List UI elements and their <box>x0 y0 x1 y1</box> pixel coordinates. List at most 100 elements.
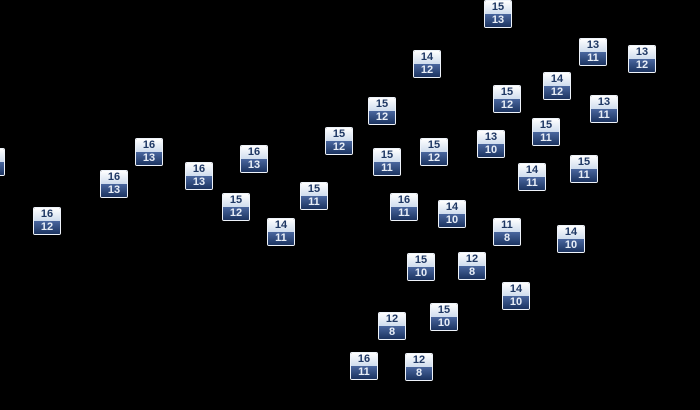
temperature-marker[interactable]: 15 11 <box>300 182 328 210</box>
low-temp-label: 11 <box>580 52 606 65</box>
low-temp-label: 13 <box>485 14 511 27</box>
temperature-marker[interactable]: 15 11 <box>570 155 598 183</box>
temperature-marker[interactable]: 13 12 <box>628 45 656 73</box>
high-temp-label: 16 <box>101 171 127 184</box>
low-temp-label: 11 <box>268 232 294 245</box>
temperature-marker[interactable]: 14 11 <box>518 163 546 191</box>
low-temp-label: 12 <box>326 141 352 154</box>
high-temp-label: 15 <box>374 149 400 162</box>
low-temp-label: 10 <box>439 214 465 227</box>
low-temp-label: 11 <box>374 162 400 175</box>
high-temp-label: 12 <box>379 313 405 326</box>
high-temp-label: 15 <box>421 139 447 152</box>
high-temp-label: 15 <box>301 183 327 196</box>
temperature-marker[interactable]: 15 12 <box>493 85 521 113</box>
temperature-marker[interactable]: 13 10 <box>477 130 505 158</box>
high-temp-label <box>0 149 4 162</box>
high-temp-label: 13 <box>580 39 606 52</box>
high-temp-label: 13 <box>629 46 655 59</box>
high-temp-label: 15 <box>369 98 395 111</box>
low-temp-label: 12 <box>414 64 440 77</box>
high-temp-label: 16 <box>241 146 267 159</box>
high-temp-label: 14 <box>544 73 570 86</box>
low-temp-label: 11 <box>519 177 545 190</box>
high-temp-label: 14 <box>268 219 294 232</box>
low-temp-label: 12 <box>223 207 249 220</box>
temperature-marker[interactable]: 14 12 <box>543 72 571 100</box>
high-temp-label: 11 <box>494 219 520 232</box>
low-temp-label: 13 <box>186 176 212 189</box>
low-temp-label: 11 <box>301 196 327 209</box>
high-temp-label: 16 <box>186 163 212 176</box>
low-temp-label: 8 <box>459 266 485 279</box>
low-temp-label: 8 <box>379 326 405 339</box>
high-temp-label: 16 <box>351 353 377 366</box>
low-temp-label: 10 <box>431 317 457 330</box>
temperature-marker[interactable]: 14 11 <box>267 218 295 246</box>
temperature-marker[interactable]: 13 11 <box>579 38 607 66</box>
low-temp-label: 12 <box>544 86 570 99</box>
low-temp-label: 12 <box>34 221 60 234</box>
low-temp-label: 10 <box>503 296 529 309</box>
low-temp-label: 8 <box>494 232 520 245</box>
high-temp-label: 15 <box>326 128 352 141</box>
low-temp-label: 11 <box>591 109 617 122</box>
temperature-marker[interactable]: 16 11 <box>390 193 418 221</box>
high-temp-label: 13 <box>478 131 504 144</box>
temperature-marker[interactable]: 14 10 <box>557 225 585 253</box>
temperature-marker[interactable]: 15 12 <box>222 193 250 221</box>
temperature-marker[interactable]: 15 12 <box>420 138 448 166</box>
high-temp-label: 14 <box>414 51 440 64</box>
temperature-marker[interactable]: 16 11 <box>350 352 378 380</box>
low-temp-label: 11 <box>351 366 377 379</box>
high-temp-label: 14 <box>519 164 545 177</box>
temperature-marker[interactable]: 15 10 <box>407 253 435 281</box>
high-temp-label: 16 <box>34 208 60 221</box>
temperature-marker[interactable]: 16 13 <box>135 138 163 166</box>
low-temp-label: 13 <box>241 159 267 172</box>
temperature-marker[interactable]: 12 8 <box>458 252 486 280</box>
high-temp-label: 13 <box>591 96 617 109</box>
temperature-marker[interactable]: 13 11 <box>590 95 618 123</box>
temperature-marker[interactable]: 16 12 <box>33 207 61 235</box>
low-temp-label: 10 <box>558 239 584 252</box>
high-temp-label: 15 <box>494 86 520 99</box>
temperature-marker[interactable]: 16 13 <box>100 170 128 198</box>
high-temp-label: 14 <box>503 283 529 296</box>
temperature-marker[interactable]: 14 10 <box>502 282 530 310</box>
high-temp-label: 15 <box>571 156 597 169</box>
low-temp-label: 12 <box>369 111 395 124</box>
temperature-marker[interactable]: 14 10 <box>438 200 466 228</box>
low-temp-label: 11 <box>571 169 597 182</box>
low-temp-label: 10 <box>478 144 504 157</box>
high-temp-label: 16 <box>391 194 417 207</box>
temperature-marker[interactable]: 12 8 <box>405 353 433 381</box>
low-temp-label: 12 <box>421 152 447 165</box>
high-temp-label: 14 <box>558 226 584 239</box>
low-temp-label: 8 <box>406 367 432 380</box>
low-temp-label: 13 <box>101 184 127 197</box>
high-temp-label: 12 <box>459 253 485 266</box>
high-temp-label: 15 <box>223 194 249 207</box>
temperature-marker[interactable]: 14 12 <box>413 50 441 78</box>
temperature-marker[interactable]: 15 13 <box>484 0 512 28</box>
high-temp-label: 15 <box>408 254 434 267</box>
low-temp-label: 11 <box>533 132 559 145</box>
temperature-marker[interactable]: 15 10 <box>430 303 458 331</box>
low-temp-label: 13 <box>136 152 162 165</box>
low-temp-label <box>0 162 4 175</box>
temperature-marker[interactable]: 12 8 <box>378 312 406 340</box>
temperature-marker[interactable]: 15 11 <box>373 148 401 176</box>
low-temp-label: 11 <box>391 207 417 220</box>
temperature-marker[interactable]: 15 11 <box>532 118 560 146</box>
low-temp-label: 10 <box>408 267 434 280</box>
temperature-marker[interactable]: 15 12 <box>368 97 396 125</box>
temperature-marker[interactable]: 16 13 <box>240 145 268 173</box>
temperature-marker[interactable] <box>0 148 5 176</box>
temperature-marker[interactable]: 11 8 <box>493 218 521 246</box>
temperature-marker[interactable]: 15 12 <box>325 127 353 155</box>
high-temp-label: 16 <box>136 139 162 152</box>
low-temp-label: 12 <box>494 99 520 112</box>
temperature-marker[interactable]: 16 13 <box>185 162 213 190</box>
